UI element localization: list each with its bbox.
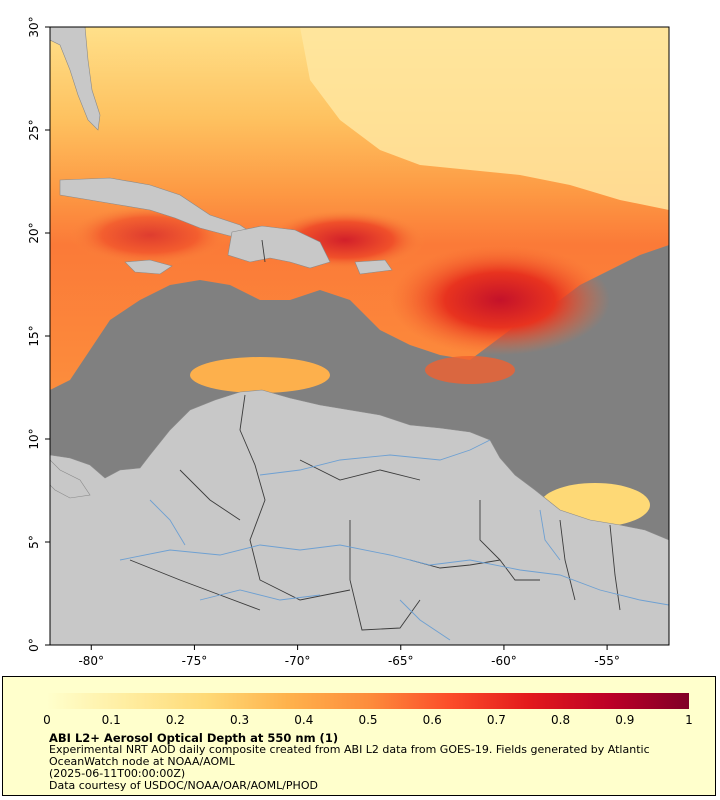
colorbar: 0 0.1 0.2 0.3 0.4 0.5 0.6 0.7 0.8 0.9 1 [43, 693, 693, 727]
colorbar-label: 1 [685, 713, 693, 727]
lon-tick-label: -80° [78, 654, 104, 668]
colorbar-label: 0.2 [166, 713, 185, 727]
lat-tick-label: 20° [27, 222, 41, 243]
aerosol-patch-south-1 [190, 357, 330, 393]
rivers [119, 439, 669, 641]
colorbar-labels: 0 0.1 0.2 0.3 0.4 0.5 0.6 0.7 0.8 0.9 1 [43, 713, 693, 727]
legend-title: ABI L2+ Aerosol Optical Depth at 550 nm … [49, 731, 339, 745]
lat-tick-label: 30° [27, 16, 41, 37]
land-south-america [50, 389, 669, 645]
country-borders [129, 239, 621, 631]
legend-description: Experimental NRT AOD daily composite cre… [49, 743, 650, 768]
colorbar-label: 0.6 [423, 713, 442, 727]
legend-timestamp: (2025-06-11T00:00:00Z) [49, 767, 186, 780]
aod-map: -80° -75° -70° -65° -60° -55° 0° 5° 10° 15° 20° 25… [27, 16, 670, 668]
land-puerto-rico [354, 259, 393, 275]
aerosol-low-region [300, 27, 669, 210]
land-central-america [50, 459, 91, 499]
lat-tick-label: 5° [27, 535, 41, 549]
lat-axis: 0° 5° 10° 15° 20° 25° 30° [27, 16, 50, 652]
colorbar-label: 0.8 [551, 713, 570, 727]
colorbar-label: 0 [43, 713, 51, 727]
lon-tick-label: -75° [182, 654, 208, 668]
lat-tick-label: 0° [27, 638, 41, 652]
legend-panel: 0 0.1 0.2 0.3 0.4 0.5 0.6 0.7 0.8 0.9 1 ABI L2+ Ae… [2, 676, 716, 796]
lon-tick-label: -65° [388, 654, 414, 668]
colorbar-label: 0.9 [615, 713, 634, 727]
lon-axis: -80° -75° -70° -65° -60° -55° [78, 645, 620, 668]
colorbar-label: 0.4 [294, 713, 313, 727]
lat-tick-label: 15° [27, 325, 41, 346]
colorbar-label: 0.7 [487, 713, 506, 727]
colorbar-ramp [47, 693, 689, 709]
colorbar-label: 0.1 [102, 713, 121, 727]
lat-tick-label: 25° [27, 119, 41, 140]
lon-tick-label: -60° [491, 654, 517, 668]
colorbar-label: 0.5 [358, 713, 377, 727]
aerosol-core-east [390, 245, 610, 355]
land-cuba [59, 177, 256, 237]
land-hispaniola [227, 225, 331, 269]
lon-tick-label: -70° [285, 654, 311, 668]
land-jamaica [124, 259, 173, 275]
aerosol-patch-south-3 [425, 356, 515, 384]
land-florida [50, 27, 101, 131]
lat-tick-label: 10° [27, 428, 41, 449]
colorbar-label: 0.3 [230, 713, 249, 727]
lon-tick-label: -55° [594, 654, 620, 668]
legend-credit: Data courtesy of USDOC/NOAA/OAR/AOML/PHO… [49, 779, 318, 792]
